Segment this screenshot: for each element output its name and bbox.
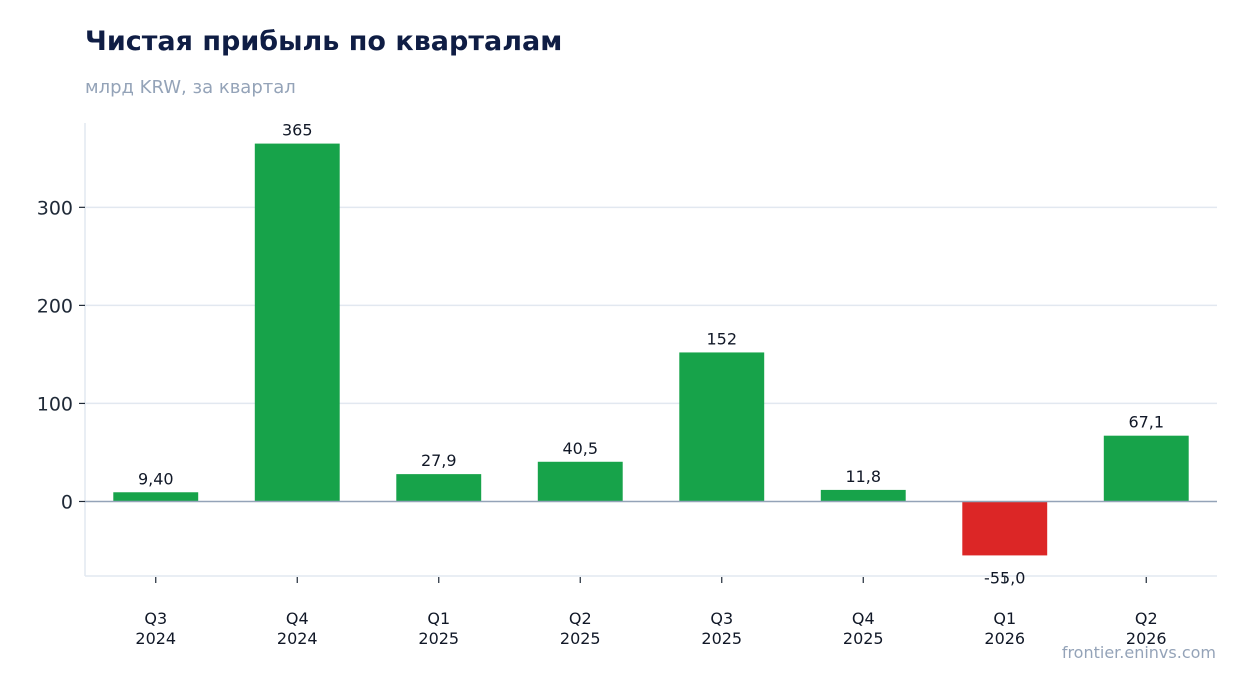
bar-value-label: 152 [706, 329, 737, 348]
bar-value-label: 27,9 [421, 451, 457, 470]
chart-title: Чистая прибыль по кварталам [85, 26, 563, 57]
x-tick-label: Q4 2025 [843, 609, 884, 648]
bar-value-label: -55,0 [984, 568, 1025, 587]
bar [254, 143, 340, 502]
y-tick-label: 0 [61, 491, 73, 513]
x-tick-label: Q1 2025 [418, 609, 459, 648]
y-tick-label: 100 [37, 393, 73, 415]
bars [85, 143, 1217, 556]
x-tick-label: Q2 2026 [1126, 609, 1167, 648]
bar [537, 461, 623, 502]
axes: 0 100 200 300 [37, 123, 1217, 583]
x-tick-label-line: Q2 [1135, 609, 1158, 628]
chart-subtitle: млрд KRW, за квартал [85, 77, 296, 98]
x-tick-label-line: Q3 [710, 609, 733, 628]
x-tick-label-line: 2025 [418, 629, 459, 648]
bar [962, 501, 1048, 556]
bar-value-label: 67,1 [1128, 413, 1164, 432]
bar [679, 352, 765, 502]
y-tick-label: 200 [37, 295, 73, 317]
x-tick-label-line: Q4 [286, 609, 309, 628]
x-tick-label-line: 2025 [701, 629, 742, 648]
x-tick-label-line: Q3 [144, 609, 167, 628]
y-tick-label: 300 [37, 197, 73, 219]
x-tick-label: Q2 2025 [560, 609, 601, 648]
x-tick-label: Q3 2025 [701, 609, 742, 648]
source-label: frontier.eninvs.com [1061, 643, 1216, 662]
x-tick-label: Q3 2024 [135, 609, 176, 648]
x-tick-label-line: Q1 [427, 609, 450, 628]
x-tick-label-line: 2024 [135, 629, 176, 648]
x-tick-label-line: 2026 [984, 629, 1025, 648]
x-tick-label-line: Q1 [993, 609, 1016, 628]
bar-value-label: 11,8 [845, 467, 881, 486]
x-tick-label-line: Q4 [852, 609, 875, 628]
bar [113, 492, 199, 502]
x-tick-label-line: 2025 [560, 629, 601, 648]
bar-value-label: 40,5 [562, 439, 598, 458]
x-tick-label: Q1 2026 [984, 609, 1025, 648]
x-tick-label-line: 2024 [277, 629, 318, 648]
x-tick-label-line: Q2 [569, 609, 592, 628]
bar-value-label: 365 [282, 121, 313, 140]
bar [1103, 435, 1189, 502]
bar-value-label: 9,40 [138, 469, 174, 488]
x-tick-label-line: 2025 [843, 629, 884, 648]
x-tick-label-line: 2026 [1126, 629, 1167, 648]
x-tick-label: Q4 2024 [277, 609, 318, 648]
bar [396, 474, 482, 502]
bar [820, 489, 906, 502]
